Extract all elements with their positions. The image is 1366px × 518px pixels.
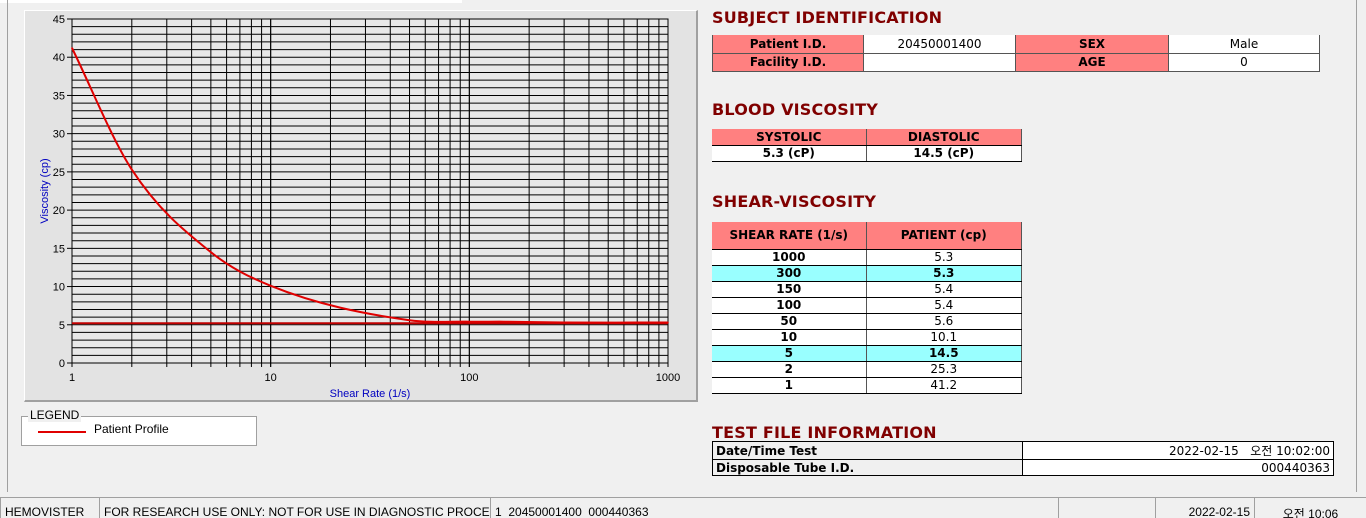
tube-id-label: Disposable Tube I.D. xyxy=(712,459,1023,476)
shear-row: 2 25.3 xyxy=(712,361,1022,378)
data-point xyxy=(131,168,133,171)
shear-rate-cell: 100 xyxy=(712,297,867,314)
shear-rate-cell: 5 xyxy=(712,345,867,362)
x-axis-label: Shear Rate (1/s) xyxy=(330,388,411,400)
facility-id-label: Facility I.D. xyxy=(712,53,864,72)
shear-rate-cell: 50 xyxy=(712,313,867,330)
shear-rate-cell: 2 xyxy=(712,361,867,378)
patient-cp-header: PATIENT (cp) xyxy=(866,222,1022,250)
subject-table: Patient I.D. 20450001400 SEX Male Facility … xyxy=(712,35,1320,72)
data-point xyxy=(468,320,471,323)
patient-cp-cell: 14.5 xyxy=(866,345,1022,362)
y-tick-label: 35 xyxy=(53,90,65,102)
shear-row: 1 41.2 xyxy=(712,377,1022,394)
status-file: 1 20450001400 000440363 xyxy=(490,497,1058,518)
status-app: HEMOVISTER xyxy=(0,497,99,518)
x-tick-label: 1000 xyxy=(656,372,680,384)
shear-rate-cell: 300 xyxy=(712,265,867,282)
shear-row: 150 5.4 xyxy=(712,281,1022,298)
shear-row: 1000 5.3 xyxy=(712,249,1022,266)
data-point xyxy=(71,47,73,49)
patient-id-label: Patient I.D. xyxy=(712,35,864,54)
patient-id-value: 20450001400 xyxy=(863,35,1016,54)
series-line-patient-profile xyxy=(71,47,669,324)
blood-viscosity-table: SYSTOLIC DIASTOLIC 5.3 (cP) 14.5 (cP) xyxy=(712,129,1022,162)
shear-viscosity-title: SHEAR-VISCOSITY xyxy=(712,192,877,211)
status-time: 오전 10:06 xyxy=(1254,497,1366,518)
patient-cp-cell: 5.6 xyxy=(866,313,1022,330)
shear-rate-cell: 10 xyxy=(712,329,867,346)
diastolic-value: 14.5 (cP) xyxy=(866,145,1022,162)
age-label: AGE xyxy=(1015,53,1169,72)
shear-row: 300 5.3 xyxy=(712,265,1022,282)
window-border xyxy=(7,0,8,492)
status-date: 2022-02-15 xyxy=(1155,497,1254,518)
data-point xyxy=(408,319,411,321)
top-strip xyxy=(0,0,462,3)
x-tick-label: 100 xyxy=(460,372,478,384)
plot-area xyxy=(71,18,669,364)
shear-row: 50 5.6 xyxy=(712,313,1022,330)
tube-id-value: 000440363 xyxy=(1022,459,1334,476)
diastolic-label: DIASTOLIC xyxy=(866,129,1022,146)
data-point xyxy=(667,321,669,324)
legend-label: Patient Profile xyxy=(94,422,169,436)
status-notice: FOR RESEARCH USE ONLY: NOT FOR USE IN DI… xyxy=(99,497,490,518)
patient-cp-cell: 41.2 xyxy=(866,377,1022,394)
data-point xyxy=(210,251,212,253)
legend-title: LEGEND xyxy=(28,408,82,422)
shear-rate-header: SHEAR RATE (1/s) xyxy=(712,222,867,250)
legend: LEGEND Patient Profile xyxy=(21,408,257,446)
test-file-title: TEST FILE INFORMATION xyxy=(712,423,937,442)
blood-viscosity-title: BLOOD VISCOSITY xyxy=(712,100,879,119)
status-bar: HEMOVISTER FOR RESEARCH USE ONLY: NOT FO… xyxy=(0,497,1366,518)
shear-rate-cell: 1 xyxy=(712,377,867,394)
data-point xyxy=(269,284,272,287)
subject-title: SUBJECT IDENTIFICATION xyxy=(712,8,943,27)
y-tick-label: 30 xyxy=(53,129,65,141)
y-tick-label: 5 xyxy=(59,320,65,332)
y-tick-label: 25 xyxy=(53,167,65,179)
patient-cp-cell: 5.4 xyxy=(866,297,1022,314)
y-axis-label: Viscosity (cp) xyxy=(39,158,51,223)
data-point xyxy=(503,320,506,323)
status-blank xyxy=(1058,497,1155,518)
data-point xyxy=(563,321,565,324)
y-tick-label: 45 xyxy=(53,14,65,26)
date-time-value: 2022-02-15 오전 10:02:00 xyxy=(1022,441,1334,460)
patient-cp-cell: 5.3 xyxy=(866,249,1022,266)
facility-id-value xyxy=(863,53,1016,72)
y-tick-label: 0 xyxy=(59,358,65,370)
x-tick-label: 10 xyxy=(265,372,277,384)
date-time-label: Date/Time Test xyxy=(712,441,1023,460)
test-file-table: Date/Time Test 2022-02-15 오전 10:02:00 Dis… xyxy=(712,441,1334,476)
patient-cp-cell: 10.1 xyxy=(866,329,1022,346)
legend-line-swatch xyxy=(38,431,86,433)
sex-value: Male xyxy=(1168,35,1320,54)
shear-row: 100 5.4 xyxy=(712,297,1022,314)
y-tick-label: 40 xyxy=(53,52,65,64)
x-tick-label: 1 xyxy=(69,372,75,384)
systolic-label: SYSTOLIC xyxy=(712,129,867,146)
patient-cp-cell: 5.4 xyxy=(866,281,1022,298)
y-tick-label: 20 xyxy=(53,205,65,217)
viscosity-chart: 0 5 10 15 20 25 30 35 40 45 1 10 100 1000 Shear Rate (… xyxy=(39,14,680,400)
y-tick-label: 10 xyxy=(53,282,65,294)
shear-viscosity-table: SHEAR RATE (1/s) PATIENT (cp) 1000 5.3 300 5… xyxy=(712,222,1022,394)
systolic-value: 5.3 (cP) xyxy=(712,145,867,162)
sex-label: SEX xyxy=(1015,35,1169,54)
shear-row: 10 10.1 xyxy=(712,329,1022,346)
shear-rate-cell: 150 xyxy=(712,281,867,298)
patient-cp-cell: 25.3 xyxy=(866,361,1022,378)
y-tick-label: 15 xyxy=(53,243,65,255)
patient-cp-cell: 5.3 xyxy=(866,265,1022,282)
age-value: 0 xyxy=(1168,53,1320,72)
shear-rate-cell: 1000 xyxy=(712,249,867,266)
window-border xyxy=(1356,0,1357,492)
shear-row: 5 14.5 xyxy=(712,345,1022,362)
